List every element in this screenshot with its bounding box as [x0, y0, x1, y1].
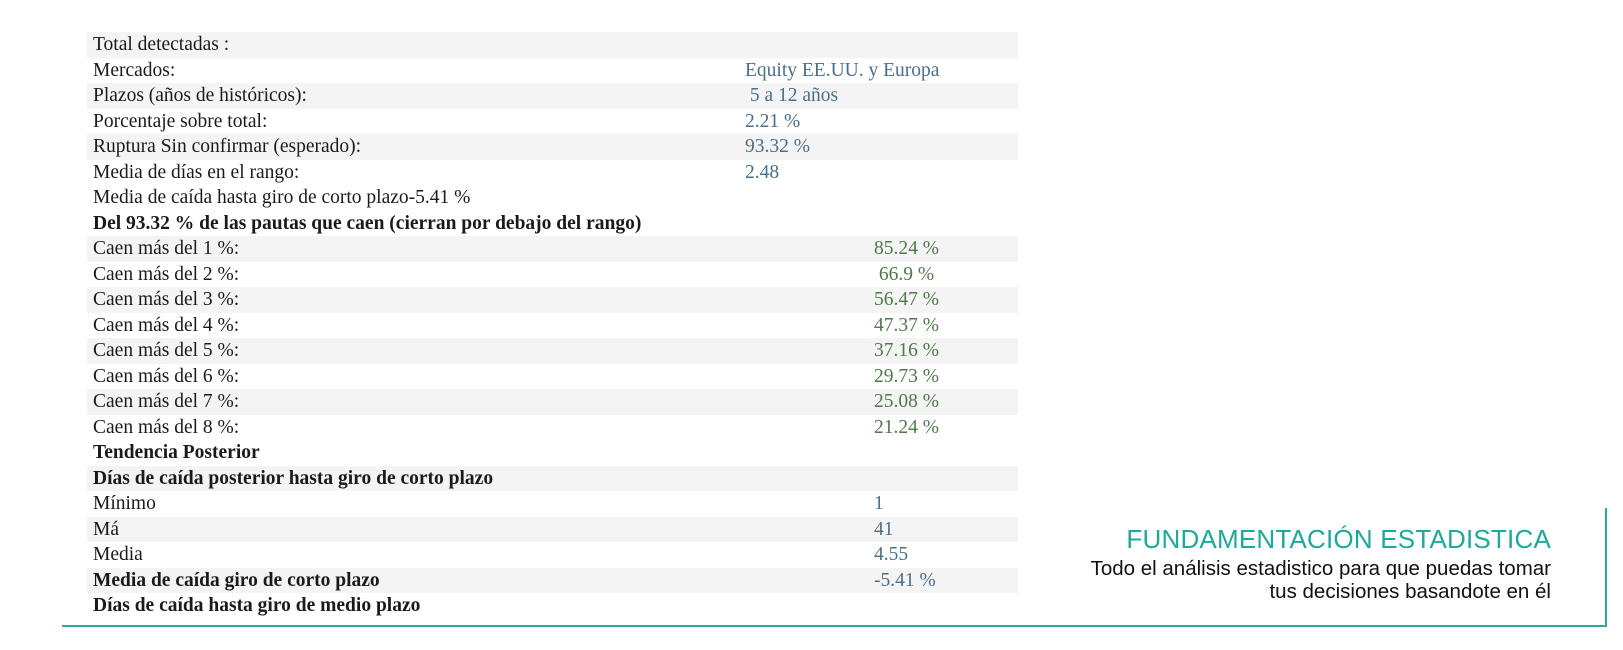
- media-giro-label: Media de caída giro de corto plazo: [93, 569, 380, 591]
- table-row-media-caida: Media de caída hasta giro de corto plazo…: [87, 185, 1018, 211]
- plazos-value: 5 a 12 años: [745, 85, 839, 106]
- caen-4-value: 47.37 %: [874, 314, 939, 336]
- table-row-caen-4: Caen más del 4 %: 47.37 %: [87, 313, 1018, 339]
- table-row-dias-medio: Días de caída hasta giro de medio plazo: [87, 593, 1018, 619]
- table-row-dias-caida: Días de caída posterior hasta giro de co…: [87, 465, 1018, 491]
- mercados-value: Equity EE.UU. y Europa: [745, 59, 940, 81]
- media-dias-label: Media de días en el rango:: [93, 161, 300, 183]
- table-row-tendencia: Tendencia Posterior: [87, 440, 1018, 466]
- caen-6-value: 29.73 %: [874, 365, 939, 387]
- minimo-value: 1: [874, 493, 884, 514]
- statistics-table: Total detectadas : Mercados: Equity EE.U…: [87, 32, 1018, 619]
- caen-4-label: Caen más del 4 %:: [93, 314, 240, 336]
- table-row-porcentaje: Porcentaje sobre total: 2.21 %: [87, 109, 1018, 135]
- media-value: 4.55: [874, 544, 909, 565]
- caen-5-label: Caen más del 5 %:: [93, 340, 240, 361]
- table-row-maximo: Má 41: [87, 516, 1018, 542]
- table-row-del-heading: Del 93.32 % de las pautas que caen (cier…: [87, 211, 1018, 237]
- caen-1-value: 85.24 %: [874, 238, 939, 259]
- media-dias-value: 2.48: [745, 161, 780, 183]
- caen-7-value: 25.08 %: [874, 391, 939, 412]
- table-row-total: Total detectadas :: [87, 32, 1018, 58]
- caen-1-label: Caen más del 1 %:: [93, 238, 240, 259]
- footer-divider-line: [62, 625, 1607, 627]
- plazos-label: Plazos (años de históricos):: [93, 85, 307, 106]
- table-row-ruptura: Ruptura Sin confirmar (esperado): 93.32 …: [87, 134, 1018, 160]
- caen-8-value: 21.24 %: [874, 416, 939, 438]
- ruptura-label: Ruptura Sin confirmar (esperado):: [93, 136, 362, 157]
- minimo-label: Mínimo: [93, 493, 156, 514]
- media-giro-value: -5.41 %: [874, 569, 936, 591]
- table-row-caen-3: Caen más del 3 %: 56.47 %: [87, 287, 1018, 313]
- dias-caida-heading: Días de caída posterior hasta giro de co…: [93, 467, 494, 489]
- caen-7-label: Caen más del 7 %:: [93, 391, 240, 412]
- table-row-caen-1: Caen más del 1 %: 85.24 %: [87, 236, 1018, 262]
- table-row-caen-5: Caen más del 5 %: 37.16 %: [87, 338, 1018, 364]
- footer-subtitle: Todo el análisis estadistico para que pu…: [1090, 557, 1551, 603]
- table-row-media-dias: Media de días en el rango: 2.48: [87, 160, 1018, 186]
- media-label: Media: [93, 544, 143, 565]
- caen-3-label: Caen más del 3 %:: [93, 289, 240, 310]
- caen-8-label: Caen más del 8 %:: [93, 416, 240, 438]
- mercados-label: Mercados:: [93, 59, 176, 81]
- table-row-media: Media 4.55: [87, 542, 1018, 568]
- table-row-caen-7: Caen más del 7 %: 25.08 %: [87, 389, 1018, 415]
- porcentaje-value: 2.21 %: [745, 110, 801, 132]
- caen-3-value: 56.47 %: [874, 289, 939, 310]
- table-row-caen-6: Caen más del 6 %: 29.73 %: [87, 364, 1018, 390]
- porcentaje-label: Porcentaje sobre total:: [93, 110, 268, 132]
- tendencia-heading: Tendencia Posterior: [93, 442, 260, 463]
- table-row-caen-8: Caen más del 8 %: 21.24 %: [87, 415, 1018, 441]
- caen-5-value: 37.16 %: [874, 340, 939, 361]
- table-row-caen-2: Caen más del 2 %: 66.9 %: [87, 262, 1018, 288]
- table-row-mercados: Mercados: Equity EE.UU. y Europa: [87, 58, 1018, 84]
- table-row-media-giro: Media de caída giro de corto plazo -5.41…: [87, 567, 1018, 593]
- maximo-value: 41: [874, 518, 894, 540]
- total-detectadas-label: Total detectadas :: [93, 34, 230, 55]
- maximo-label: Má: [93, 518, 119, 540]
- del-heading: Del 93.32 % de las pautas que caen (cier…: [93, 212, 642, 234]
- table-row-plazos: Plazos (años de históricos): 5 a 12 años: [87, 83, 1018, 109]
- caen-6-label: Caen más del 6 %:: [93, 365, 240, 387]
- dias-medio-heading: Días de caída hasta giro de medio plazo: [93, 595, 421, 616]
- caen-2-label: Caen más del 2 %:: [93, 263, 240, 285]
- footer-vertical-line: [1605, 508, 1607, 627]
- ruptura-value: 93.32 %: [745, 136, 810, 157]
- caen-2-value: 66.9 %: [874, 263, 935, 285]
- footer-title: FUNDAMENTACIÓN ESTADISTICA: [1126, 524, 1551, 554]
- table-row-minimo: Mínimo 1: [87, 491, 1018, 517]
- media-caida-label: Media de caída hasta giro de corto plazo…: [93, 187, 471, 208]
